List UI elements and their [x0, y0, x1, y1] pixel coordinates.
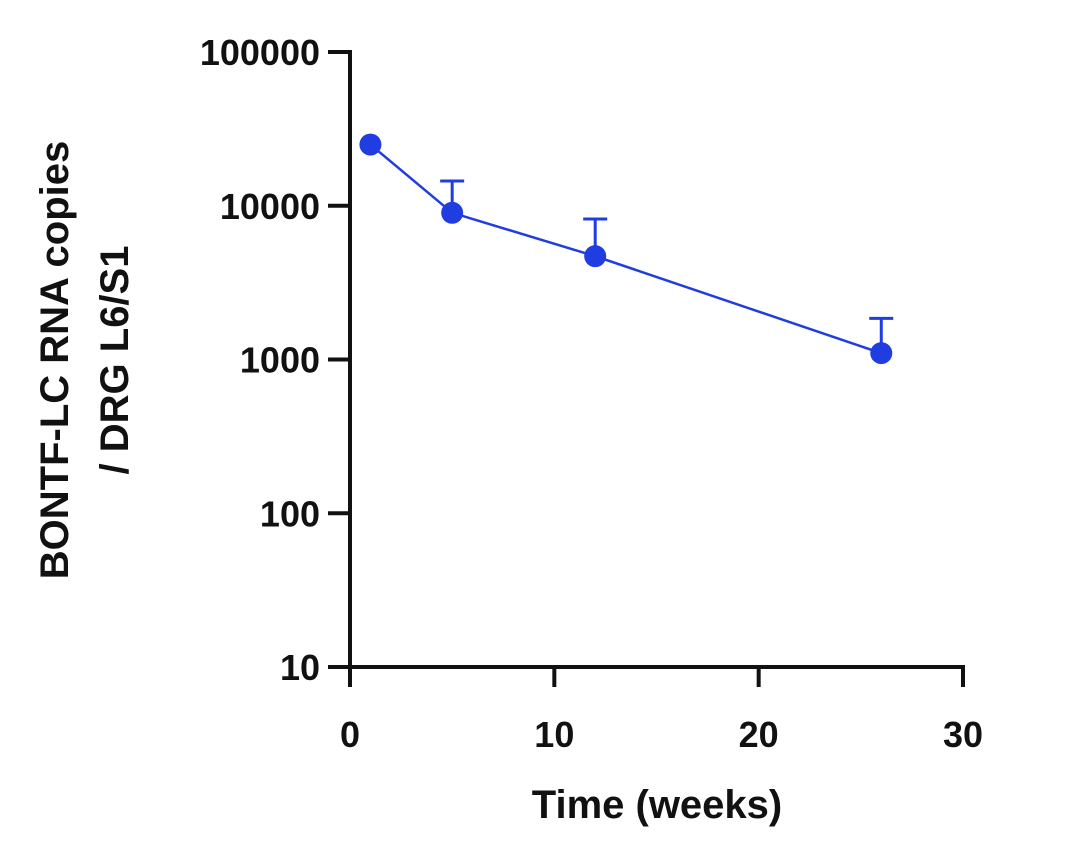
data-point: [359, 133, 382, 156]
data-point: [870, 342, 893, 365]
y-axis-title: BONTF-LC RNA copies / DRG L6/S1: [33, 141, 137, 580]
series-layer: [359, 133, 894, 365]
y-tick-label: 1000: [240, 340, 320, 381]
x-tick-label: 10: [534, 714, 574, 755]
y-tick-label: 10000: [220, 186, 320, 227]
y-tick-label: 100: [260, 493, 320, 534]
y-tick-label: 10: [280, 647, 320, 688]
x-tick-label: 0: [340, 714, 360, 755]
axes: 10 100 1000 10000 100000 0 10 20 30: [200, 32, 983, 755]
y-tick-label: 100000: [200, 32, 320, 73]
data-point: [584, 245, 607, 268]
y-axis-title-line-2: / DRG L6/S1: [93, 246, 137, 475]
x-axis-title: Time (weeks): [532, 783, 783, 827]
x-tick-label: 30: [943, 714, 983, 755]
data-point: [441, 201, 464, 224]
y-axis-title-line-1: BONTF-LC RNA copies: [33, 141, 77, 580]
x-tick-label: 20: [739, 714, 779, 755]
series-line: [369, 143, 882, 355]
